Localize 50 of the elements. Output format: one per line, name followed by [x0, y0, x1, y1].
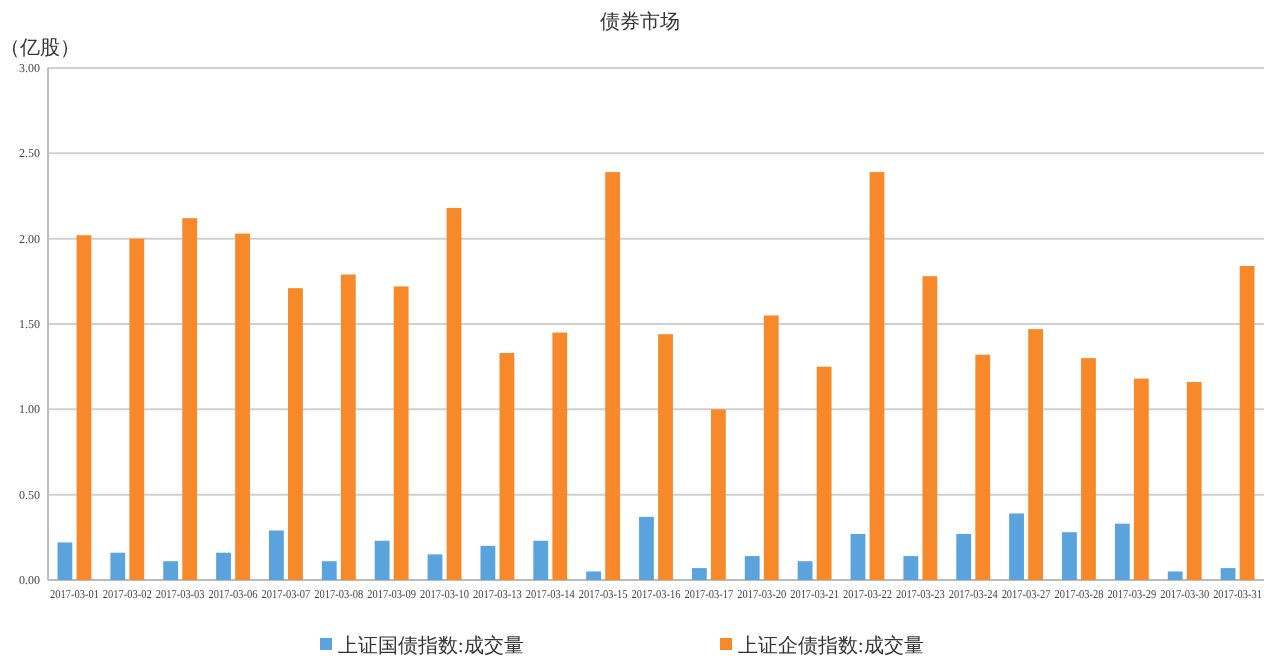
- y-axis-title: （亿股）: [0, 38, 80, 60]
- bar: [110, 552, 126, 580]
- bar: [816, 366, 832, 580]
- bar: [586, 571, 602, 580]
- bar: [1186, 382, 1202, 580]
- bar: [1133, 378, 1149, 580]
- bar: [605, 172, 621, 580]
- bar: [850, 533, 866, 580]
- bar: [321, 561, 337, 580]
- bar: [1081, 358, 1096, 580]
- bar: [639, 516, 654, 580]
- bar: [268, 530, 284, 580]
- bar: [797, 561, 813, 580]
- bar: [922, 276, 938, 580]
- bar: [1028, 329, 1044, 580]
- bar: [552, 332, 568, 580]
- bar: [129, 238, 145, 580]
- bar: [340, 274, 356, 580]
- bar: [1239, 265, 1255, 580]
- bar: [499, 353, 515, 580]
- chart-title: 债券市场: [600, 10, 680, 34]
- bar: [76, 235, 92, 580]
- bar: [869, 172, 885, 580]
- bar: [288, 288, 303, 580]
- bar: [1009, 513, 1024, 580]
- bar: [975, 354, 991, 580]
- bar: [374, 540, 390, 580]
- bar: [658, 334, 673, 580]
- bar: [163, 561, 179, 580]
- bar: [710, 409, 726, 580]
- bar: [691, 568, 707, 580]
- bar: [216, 552, 231, 580]
- bar: [446, 207, 462, 580]
- bar: [427, 554, 443, 580]
- bar: [393, 286, 409, 580]
- legend-label: 上证企债指数:成交量: [738, 634, 924, 658]
- bar: [1062, 532, 1077, 580]
- bar: [480, 545, 496, 580]
- bar: [744, 556, 760, 580]
- bar: [1114, 523, 1130, 580]
- bar: [1167, 571, 1183, 580]
- bar: [763, 315, 779, 580]
- bar: [533, 540, 549, 580]
- bar: [1220, 568, 1236, 580]
- bar: [235, 233, 250, 580]
- bar: [903, 556, 919, 580]
- bar: [57, 542, 73, 580]
- bar: [956, 533, 972, 580]
- legend-label: 上证国债指数:成交量: [338, 634, 524, 658]
- bar: [182, 218, 198, 580]
